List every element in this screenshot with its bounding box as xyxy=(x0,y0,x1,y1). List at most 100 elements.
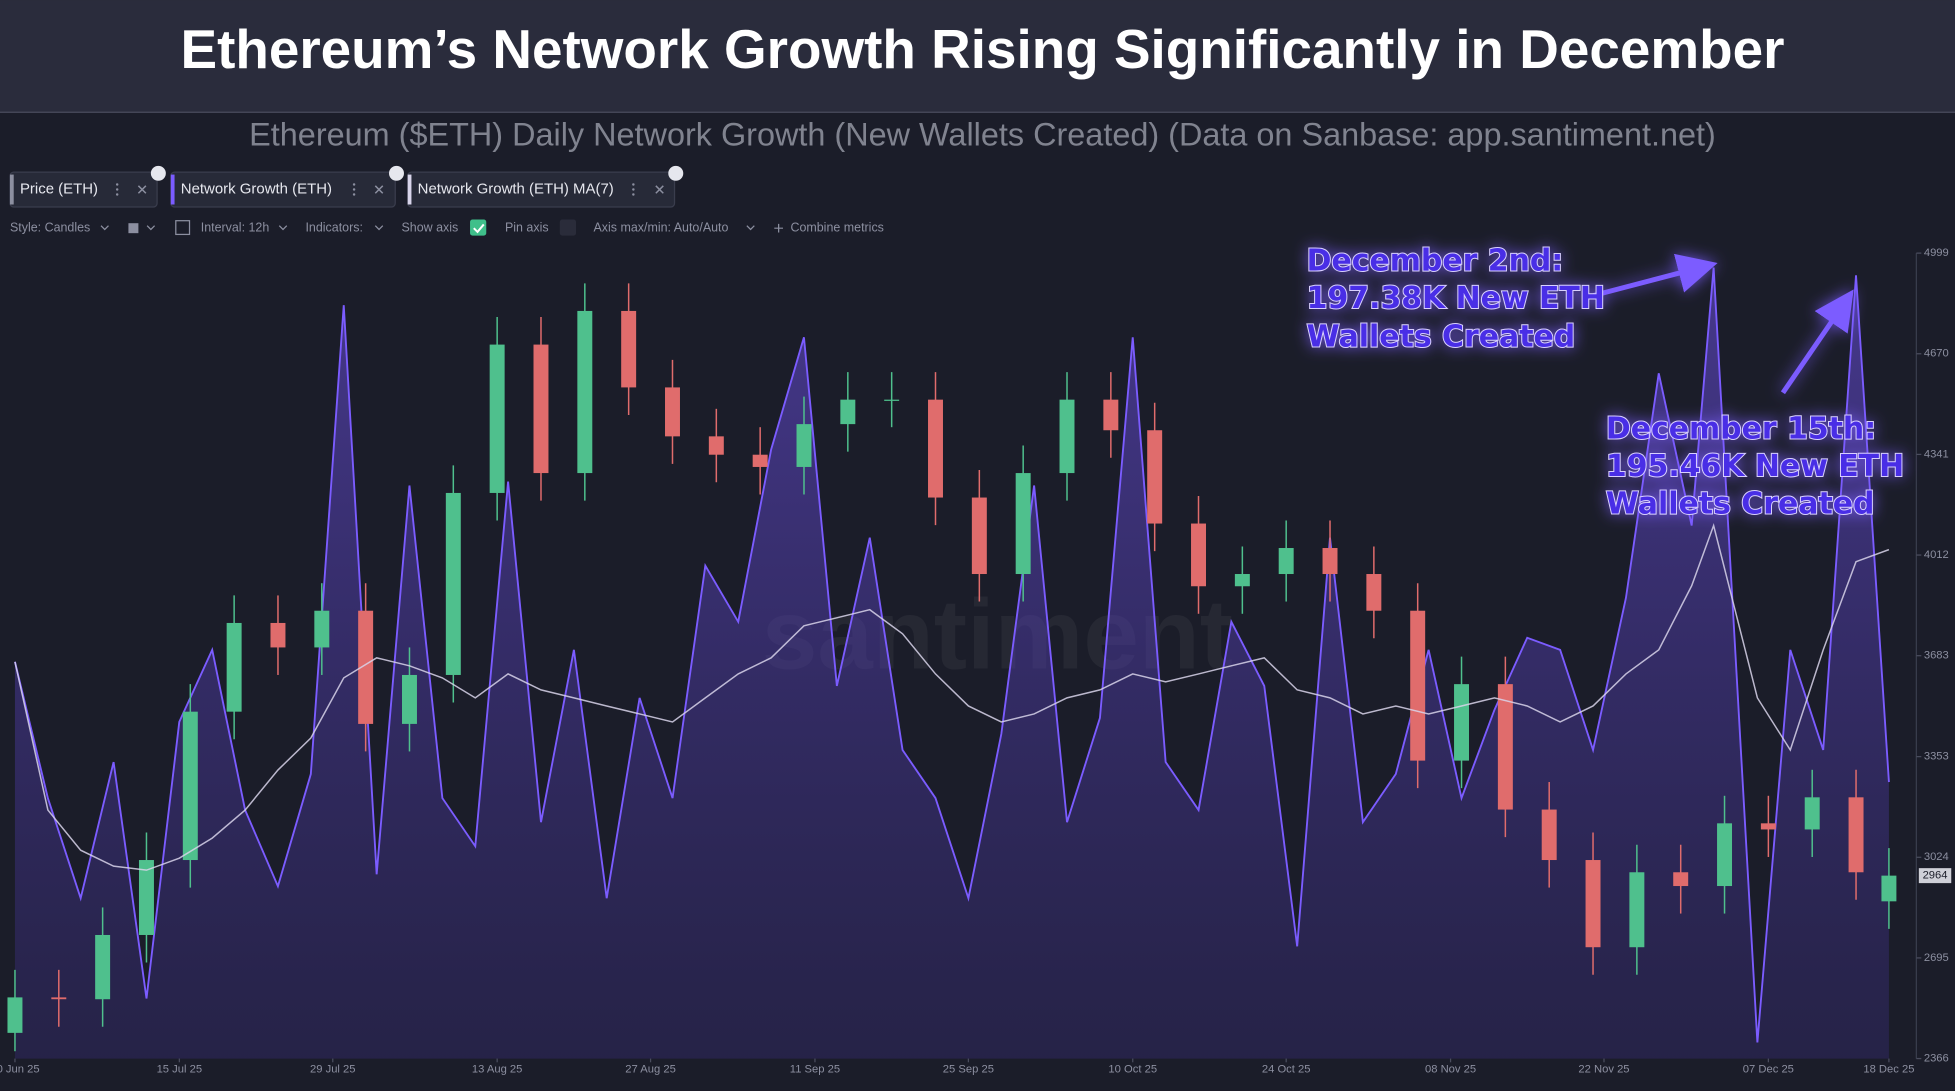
candle-body xyxy=(1191,523,1206,587)
candle-body xyxy=(401,674,417,724)
candle-body xyxy=(1059,399,1075,474)
toolbar-interval[interactable]: Interval: 12h xyxy=(201,220,270,234)
candle-body xyxy=(314,610,330,648)
network-growth-area xyxy=(14,267,1889,1059)
candle-body xyxy=(1848,797,1864,873)
plus-icon xyxy=(774,223,783,233)
last-price-label: 2964 xyxy=(1923,870,1948,882)
annotation-line: 197.38K New ETH xyxy=(1307,281,1605,316)
candle-body xyxy=(708,436,724,455)
candle-body xyxy=(1497,684,1513,810)
x-tick-label: 15 Jul 25 xyxy=(157,1064,203,1076)
checkmark xyxy=(473,223,485,234)
candle-body xyxy=(1322,548,1338,575)
x-tick-label: 25 Sep 25 xyxy=(943,1064,994,1076)
x-tick-label: 24 Oct 25 xyxy=(1262,1064,1311,1076)
tab-menu-icons[interactable] xyxy=(115,183,635,196)
candle-body xyxy=(1015,473,1031,575)
annotation-line: Wallets Created xyxy=(1307,319,1576,354)
network-growth-line xyxy=(14,267,1890,1043)
candle-body xyxy=(1629,872,1645,948)
toolbar-axis-range[interactable]: Axis max/min: Auto/Auto xyxy=(593,220,728,234)
toolbar: Style: Candles Interval: 12h Indicators:… xyxy=(10,219,884,236)
x-tick-label: 30 Jun 25 xyxy=(0,1064,40,1076)
candle-body xyxy=(1366,574,1382,611)
x-tick-label: 11 Sep 25 xyxy=(790,1064,840,1076)
toolbar-style[interactable]: Style: Candles xyxy=(10,220,90,234)
candle-body xyxy=(1760,823,1776,830)
tab-badge xyxy=(150,165,166,181)
candle-body xyxy=(1541,809,1557,861)
chart-subtitle: Ethereum ($ETH) Daily Network Growth (Ne… xyxy=(249,117,1716,153)
plot xyxy=(7,267,1897,1059)
candle-body xyxy=(1454,684,1470,761)
x-tick-label: 29 Jul 25 xyxy=(310,1064,356,1076)
annotation-line: 195.46K New ETH xyxy=(1606,449,1904,484)
candle-body xyxy=(665,387,680,437)
candle-body xyxy=(1278,548,1294,575)
x-tick-label: 10 Oct 25 xyxy=(1108,1064,1157,1076)
candle-body xyxy=(1147,430,1163,524)
toolbar-show-axis[interactable]: Show axis xyxy=(401,220,458,234)
candle-body xyxy=(796,424,812,467)
candle-body xyxy=(445,492,461,675)
y-tick-label: 2366 xyxy=(1924,1053,1949,1065)
chart-title: Ethereum’s Network Growth Rising Signifi… xyxy=(180,18,1784,80)
x-tick-label: 08 Nov 25 xyxy=(1425,1064,1476,1076)
annotation-line: December 2nd: xyxy=(1307,243,1564,278)
candle-body xyxy=(182,711,198,861)
candle-body xyxy=(1234,574,1250,587)
candle-body xyxy=(1103,399,1119,431)
tab-color xyxy=(407,174,412,205)
x-tick-label: 07 Dec 25 xyxy=(1743,1064,1794,1076)
x-tick-label: 18 Dec 25 xyxy=(1863,1064,1914,1076)
last-price-box xyxy=(1918,868,1952,884)
y-tick-label: 3353 xyxy=(1924,751,1949,763)
toolbar-combine[interactable]: Combine metrics xyxy=(790,220,883,234)
candle-body xyxy=(884,399,900,401)
candle-body xyxy=(51,997,67,1000)
title-band xyxy=(0,0,1955,113)
candle-body xyxy=(1673,872,1689,887)
x-tick-label: 13 Aug 25 xyxy=(472,1064,523,1076)
y-tick-label: 3683 xyxy=(1924,650,1949,662)
candle-body xyxy=(226,622,242,712)
candle-body xyxy=(358,610,374,724)
candle-body xyxy=(1804,797,1820,830)
tab-badge xyxy=(389,165,404,181)
candle-body xyxy=(621,310,637,388)
candle-body xyxy=(533,344,549,474)
candle-body xyxy=(138,860,154,935)
tab-label: Network Growth (ETH) MA(7) xyxy=(418,180,614,197)
y-tick-label: 4341 xyxy=(1924,448,1949,460)
tab-color xyxy=(170,174,175,205)
candle-body xyxy=(270,622,286,648)
pin-axis-checkbox[interactable] xyxy=(559,219,577,236)
tab-color xyxy=(9,174,14,205)
y-tick-label: 3024 xyxy=(1924,851,1949,863)
candle-body xyxy=(1585,860,1601,948)
candle-body xyxy=(1410,610,1426,761)
tab-close-icons[interactable] xyxy=(137,185,664,194)
show-axis-checkbox[interactable] xyxy=(470,219,487,236)
toolbar-indicators[interactable]: Indicators: xyxy=(305,220,362,234)
calendar-icon[interactable] xyxy=(175,220,191,236)
candle-body xyxy=(7,997,23,1033)
candle-body xyxy=(1881,875,1897,902)
candle-body xyxy=(752,454,768,467)
candle-body xyxy=(840,399,856,425)
candle-body xyxy=(95,934,111,1000)
candle-body xyxy=(489,344,505,493)
y-tick-label: 4670 xyxy=(1924,348,1949,360)
x-tick-label: 22 Nov 25 xyxy=(1578,1064,1629,1076)
arrow xyxy=(1592,253,1718,298)
toolbar-pin-axis[interactable]: Pin axis xyxy=(505,220,549,234)
color-swatch[interactable] xyxy=(128,223,139,234)
annotations: December 2nd: 197.38K New ETH Wallets Cr… xyxy=(1306,242,1905,522)
chevrons xyxy=(100,225,755,231)
y-tick-label: 4012 xyxy=(1924,549,1949,561)
annotation-line: December 15th: xyxy=(1606,412,1876,447)
y-tick-label: 2695 xyxy=(1924,952,1949,964)
